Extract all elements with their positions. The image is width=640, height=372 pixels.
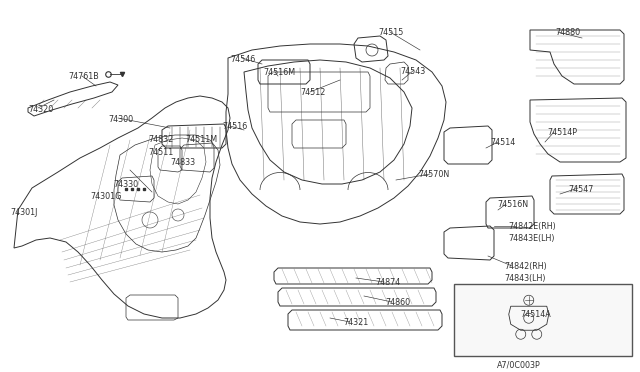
Text: 74842(RH): 74842(RH): [504, 262, 547, 271]
Bar: [454, 284, 632, 356]
Text: 74300: 74300: [108, 115, 133, 124]
Text: 74514: 74514: [490, 138, 515, 147]
Text: 74320: 74320: [28, 105, 53, 114]
Text: 74516N: 74516N: [497, 200, 528, 209]
Text: 74514A: 74514A: [520, 310, 551, 319]
Text: 74832: 74832: [148, 135, 173, 144]
Text: 74301G: 74301G: [90, 192, 122, 201]
Text: 74843(LH): 74843(LH): [504, 274, 545, 283]
Text: 74570N: 74570N: [418, 170, 449, 179]
Text: 74842E(RH): 74842E(RH): [508, 222, 556, 231]
Text: 74860: 74860: [385, 298, 410, 307]
Text: 74833: 74833: [170, 158, 195, 167]
Text: 74543: 74543: [400, 67, 425, 76]
Text: A7/0C003P: A7/0C003P: [497, 360, 541, 369]
Text: 74511: 74511: [148, 148, 173, 157]
Text: 74301J: 74301J: [10, 208, 37, 217]
Text: 74547: 74547: [568, 185, 593, 194]
Text: 74321: 74321: [343, 318, 368, 327]
Text: 74515: 74515: [378, 28, 403, 37]
Text: 74330: 74330: [113, 180, 138, 189]
Text: 74516M: 74516M: [263, 68, 295, 77]
Text: 74880: 74880: [555, 28, 580, 37]
Text: 74546: 74546: [230, 55, 255, 64]
Text: 74512: 74512: [300, 88, 325, 97]
Text: 74516: 74516: [222, 122, 247, 131]
Text: 74874: 74874: [375, 278, 400, 287]
Text: 74843E(LH): 74843E(LH): [508, 234, 554, 243]
Text: 74514P: 74514P: [547, 128, 577, 137]
Text: 74511M: 74511M: [185, 135, 217, 144]
Text: 74761B: 74761B: [68, 72, 99, 81]
